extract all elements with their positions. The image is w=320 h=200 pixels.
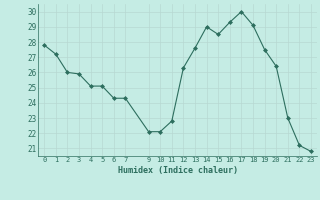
X-axis label: Humidex (Indice chaleur): Humidex (Indice chaleur) [118, 166, 238, 175]
